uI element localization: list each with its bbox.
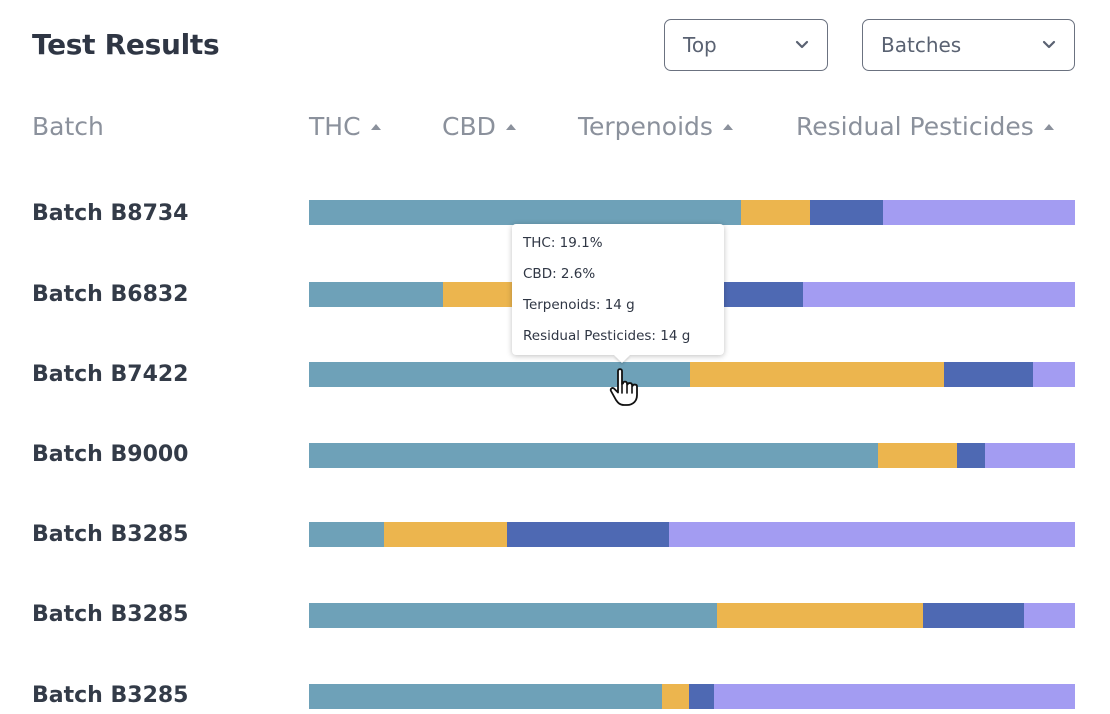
stacked-bar[interactable]: [309, 684, 1075, 709]
chevron-down-icon: [1042, 38, 1056, 52]
bar-segment-residual-pesticides[interactable]: [1024, 603, 1075, 628]
column-header-thc[interactable]: THC: [309, 112, 381, 141]
bar-segment-thc[interactable]: [309, 443, 879, 468]
bar-segment-thc[interactable]: [309, 282, 444, 307]
row-label: Batch B8734: [32, 201, 189, 226]
bar-segment-terpenoids[interactable]: [809, 200, 884, 225]
bar-segment-thc[interactable]: [309, 684, 663, 709]
bar-segment-residual-pesticides[interactable]: [803, 282, 1075, 307]
hand-pointer-icon: [609, 367, 643, 407]
column-header-batch-label: Batch: [32, 112, 104, 141]
column-header-thc-label: THC: [309, 112, 361, 141]
row-label: Batch B7422: [32, 362, 189, 387]
page-title: Test Results: [32, 28, 220, 61]
column-header-cbd[interactable]: CBD: [442, 112, 516, 141]
bar-segment-cbd[interactable]: [878, 443, 958, 468]
bar-segment-terpenoids[interactable]: [507, 522, 669, 547]
stacked-bar[interactable]: [309, 522, 1075, 547]
top-select[interactable]: Top: [664, 19, 828, 71]
bar-segment-thc[interactable]: [309, 522, 385, 547]
bar-segment-terpenoids[interactable]: [922, 603, 1025, 628]
bar-segment-thc[interactable]: [309, 200, 742, 225]
bar-segment-residual-pesticides[interactable]: [714, 684, 1075, 709]
bar-segment-residual-pesticides[interactable]: [984, 443, 1075, 468]
column-header-residual-pesticides-label: Residual Pesticides: [796, 112, 1034, 141]
sort-up-icon: [722, 123, 733, 130]
bar-segment-terpenoids[interactable]: [943, 362, 1033, 387]
bar-segment-cbd[interactable]: [717, 603, 923, 628]
sort-up-icon: [505, 123, 516, 130]
bar-segment-terpenoids[interactable]: [688, 684, 715, 709]
row-label: Batch B3285: [32, 602, 189, 627]
column-header-terpenoids[interactable]: Terpenoids: [578, 112, 733, 141]
bar-segment-cbd[interactable]: [689, 362, 944, 387]
column-header-residual-pesticides[interactable]: Residual Pesticides: [796, 112, 1054, 141]
stacked-bar[interactable]: [309, 200, 1075, 225]
tooltip-residual-pesticides: Residual Pesticides: 14 g: [523, 328, 691, 344]
column-header-terpenoids-label: Terpenoids: [578, 112, 713, 141]
bar-segment-cbd[interactable]: [741, 200, 810, 225]
row-label: Batch B9000: [32, 442, 189, 467]
bar-segment-residual-pesticides[interactable]: [883, 200, 1075, 225]
bar-segment-cbd[interactable]: [662, 684, 689, 709]
sort-up-icon: [370, 123, 381, 130]
tooltip-thc: THC: 19.1%: [523, 235, 603, 251]
bar-segment-terpenoids[interactable]: [957, 443, 985, 468]
column-header-batch: Batch: [32, 112, 104, 141]
bar-tooltip: THC: 19.1% CBD: 2.6% Terpenoids: 14 g Re…: [512, 224, 724, 363]
tooltip-arrow: [614, 355, 630, 363]
bar-segment-thc[interactable]: [309, 603, 718, 628]
row-label: Batch B3285: [32, 683, 189, 708]
chevron-down-icon: [795, 38, 809, 52]
stacked-bar[interactable]: [309, 362, 1075, 387]
bar-segment-residual-pesticides[interactable]: [1032, 362, 1075, 387]
batches-select[interactable]: Batches: [862, 19, 1075, 71]
column-header-cbd-label: CBD: [442, 112, 496, 141]
row-label: Batch B3285: [32, 522, 189, 547]
top-select-value: Top: [683, 33, 717, 57]
tooltip-cbd: CBD: 2.6%: [523, 266, 596, 282]
stacked-bar[interactable]: [309, 443, 1075, 468]
batches-select-value: Batches: [881, 33, 962, 57]
stacked-bar[interactable]: [309, 603, 1075, 628]
bar-segment-residual-pesticides[interactable]: [669, 522, 1075, 547]
row-label: Batch B6832: [32, 282, 189, 307]
sort-up-icon: [1043, 123, 1054, 130]
bar-segment-cbd[interactable]: [384, 522, 508, 547]
tooltip-terpenoids: Terpenoids: 14 g: [523, 297, 635, 313]
